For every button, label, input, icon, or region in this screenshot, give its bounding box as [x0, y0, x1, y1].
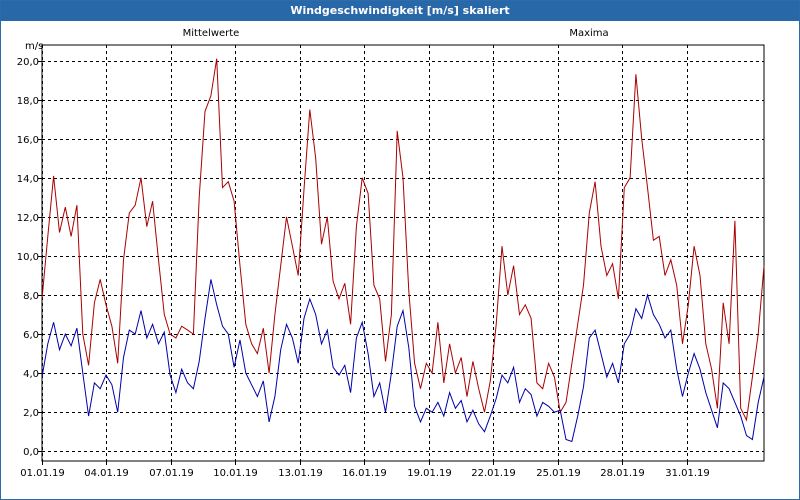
x-tick-label: 07.01.19 [149, 468, 194, 479]
y-tick-label: 18,0 [17, 96, 39, 107]
window-title: Windgeschwindigkeit [m/s] skaliert [1, 1, 799, 21]
y-tick-label: 16,0 [17, 135, 39, 146]
x-tick-label: 22.01.19 [471, 468, 516, 479]
x-tick-label: 04.01.19 [84, 468, 129, 479]
y-axis-ticks: 0,0 2,0 4,0 6,0 8,0 10,0 12,0 14,0 16,0 18,0 20,0 [17, 57, 42, 458]
legend-maxima: Maxima [569, 28, 608, 39]
y-tick-label: 12,0 [17, 213, 39, 224]
x-axis-ticks: 01.01.19 04.01.19 07.01.19 10.01.19 13.01.19… [20, 461, 710, 479]
series-mittelwerte-line [41, 279, 765, 443]
series-maxima-line [41, 58, 765, 422]
y-tick-label: 6,0 [23, 330, 39, 341]
x-tick-label: 13.01.19 [278, 468, 323, 479]
x-tick-label: 10.01.19 [213, 468, 258, 479]
x-tick-label: 16.01.19 [342, 468, 387, 479]
y-tick-label: 2,0 [23, 408, 39, 419]
chart-area: 0,02,04,06,08,010,012,014,016,018,020,0 … [17, 28, 765, 479]
y-tick-label: 10,0 [17, 252, 39, 263]
y-tick-label: 8,0 [23, 291, 39, 302]
legend-mittelwerte: Mittelwerte [183, 28, 240, 39]
y-tick-label: 4,0 [23, 369, 39, 380]
x-tick-label: 01.01.19 [20, 468, 65, 479]
y-tick-label: 20,0 [17, 57, 39, 68]
y-tick-label: 0,0 [23, 447, 39, 458]
x-tick-label: 31.01.19 [665, 468, 710, 479]
y-tick-label: 14,0 [17, 174, 39, 185]
x-tick-label: 19.01.19 [407, 468, 452, 479]
grid [41, 44, 765, 462]
x-tick-label: 25.01.19 [536, 468, 581, 479]
x-tick-label: 28.01.19 [600, 468, 645, 479]
plot-frame [41, 44, 765, 462]
y-axis-label: m/s [25, 41, 43, 52]
